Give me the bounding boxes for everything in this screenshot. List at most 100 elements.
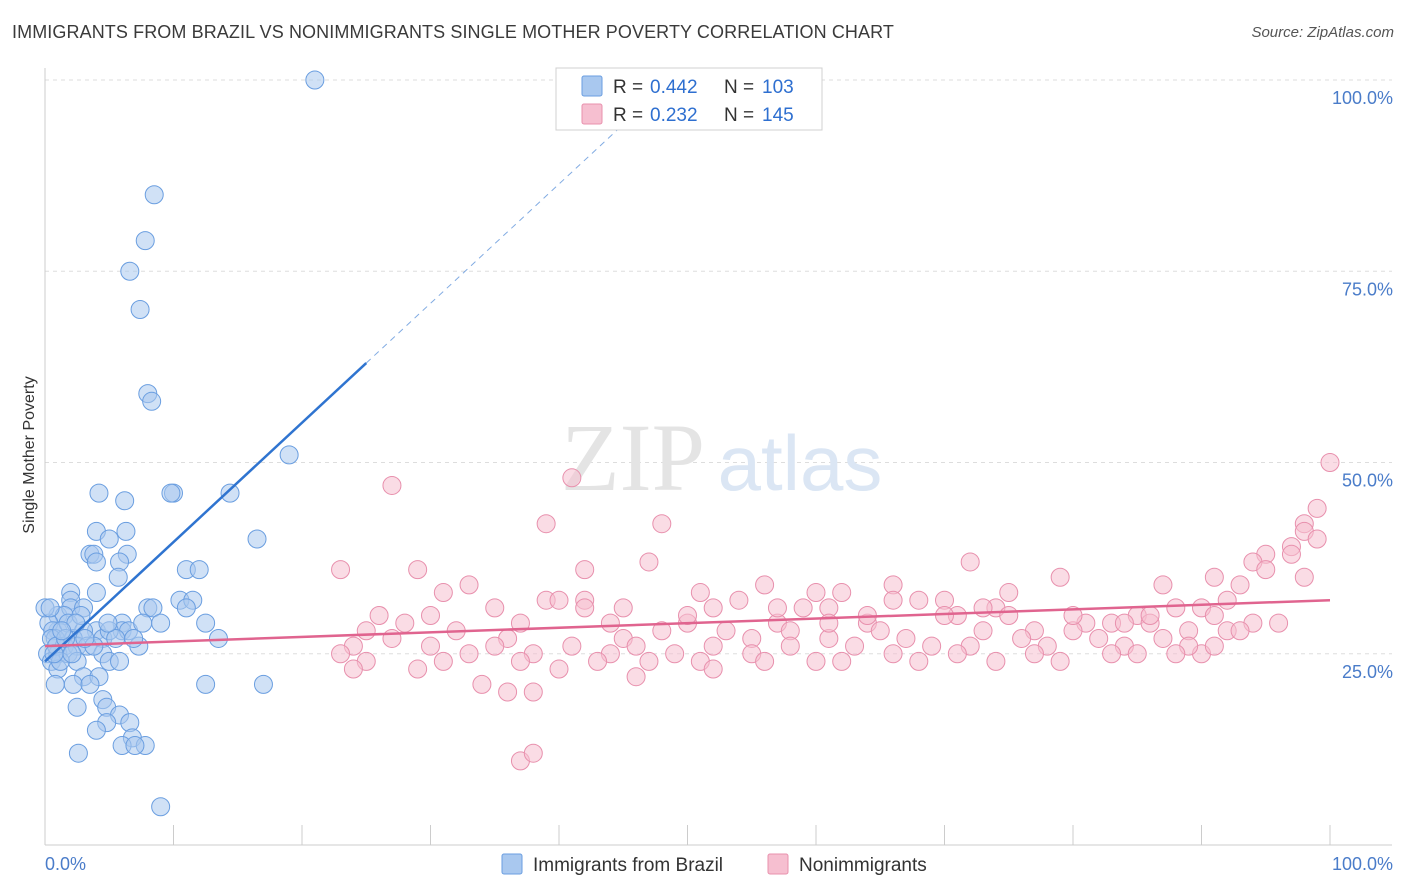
point-nonimmigrants bbox=[767, 598, 787, 618]
point-nonimmigrants bbox=[408, 659, 428, 679]
y-tick-label: 75.0% bbox=[1342, 279, 1393, 299]
point-nonimmigrants bbox=[1204, 606, 1224, 625]
point-nonimmigrants bbox=[909, 651, 929, 671]
tick-labels: 25.0% 50.0% 75.0% 100.0% 0.0% 100.0% bbox=[45, 88, 1393, 874]
point-brazil bbox=[86, 583, 106, 603]
point-nonimmigrants bbox=[935, 606, 954, 625]
point-nonimmigrants bbox=[1166, 644, 1186, 664]
point-brazil bbox=[116, 521, 136, 541]
trend-line-brazil-extension bbox=[365, 112, 637, 364]
point-nonimmigrants bbox=[1050, 567, 1070, 587]
point-nonimmigrants bbox=[973, 598, 993, 618]
point-nonimmigrants bbox=[1089, 628, 1109, 648]
point-nonimmigrants bbox=[626, 667, 646, 687]
point-brazil bbox=[144, 185, 164, 205]
point-brazil bbox=[253, 674, 273, 694]
point-brazil bbox=[133, 613, 153, 633]
point-nonimmigrants bbox=[639, 651, 659, 671]
point-nonimmigrants bbox=[1307, 529, 1327, 549]
point-brazil bbox=[86, 552, 106, 572]
point-nonimmigrants bbox=[806, 651, 826, 671]
trend-line-brazil bbox=[44, 362, 368, 663]
point-brazil bbox=[196, 674, 216, 694]
point-nonimmigrants bbox=[1307, 498, 1327, 518]
point-nonimmigrants bbox=[703, 659, 723, 679]
point-nonimmigrants bbox=[433, 651, 453, 671]
legend-r-value-nonimmigrants: 0.232 bbox=[650, 105, 698, 126]
point-brazil bbox=[151, 797, 171, 817]
point-nonimmigrants bbox=[331, 644, 351, 664]
point-brazil bbox=[161, 483, 181, 503]
point-nonimmigrants bbox=[793, 598, 813, 618]
point-nonimmigrants bbox=[485, 598, 505, 618]
series-brazil-points bbox=[35, 70, 325, 817]
point-nonimmigrants bbox=[678, 606, 697, 625]
point-nonimmigrants bbox=[1217, 590, 1237, 610]
point-nonimmigrants bbox=[690, 583, 710, 603]
point-brazil bbox=[45, 674, 65, 694]
point-nonimmigrants bbox=[1012, 628, 1032, 648]
point-brazil bbox=[279, 445, 299, 465]
point-nonimmigrants bbox=[652, 514, 672, 534]
point-nonimmigrants bbox=[1102, 644, 1122, 664]
point-nonimmigrants bbox=[510, 651, 530, 671]
point-nonimmigrants bbox=[1230, 621, 1250, 641]
grid bbox=[45, 79, 1392, 655]
legend-n-label-nonimmigrants: N = bbox=[724, 105, 754, 126]
point-nonimmigrants bbox=[421, 606, 440, 625]
y-tick-label: 50.0% bbox=[1342, 471, 1393, 491]
point-nonimmigrants bbox=[1320, 453, 1340, 472]
point-brazil bbox=[63, 674, 83, 694]
point-brazil bbox=[196, 613, 216, 633]
watermark-atlas: atlas bbox=[718, 419, 883, 507]
x-tick-label: 100.0% bbox=[1332, 854, 1393, 874]
point-nonimmigrants bbox=[1269, 613, 1289, 633]
point-nonimmigrants bbox=[549, 590, 569, 610]
point-nonimmigrants bbox=[1140, 606, 1160, 625]
point-nonimmigrants bbox=[562, 636, 582, 656]
point-nonimmigrants bbox=[1256, 560, 1276, 580]
point-nonimmigrants bbox=[986, 651, 1006, 671]
point-nonimmigrants bbox=[999, 583, 1019, 603]
trend-lines bbox=[44, 112, 1331, 663]
point-nonimmigrants bbox=[498, 682, 518, 702]
point-nonimmigrants bbox=[1204, 636, 1224, 656]
point-nonimmigrants bbox=[523, 743, 543, 763]
point-nonimmigrants bbox=[331, 560, 351, 580]
point-nonimmigrants bbox=[652, 621, 672, 641]
legend-swatch-nonimmigrants bbox=[581, 103, 603, 125]
legend-n-value-brazil: 103 bbox=[762, 77, 794, 98]
point-brazil bbox=[68, 743, 88, 763]
point-nonimmigrants bbox=[960, 552, 980, 572]
y-tick-label: 25.0% bbox=[1342, 662, 1393, 682]
point-nonimmigrants bbox=[999, 606, 1019, 625]
point-nonimmigrants bbox=[510, 613, 530, 633]
point-nonimmigrants bbox=[523, 682, 543, 702]
point-brazil bbox=[115, 491, 135, 511]
point-nonimmigrants bbox=[896, 628, 916, 648]
point-nonimmigrants bbox=[1166, 598, 1186, 618]
point-brazil bbox=[80, 674, 100, 694]
point-brazil bbox=[75, 628, 95, 648]
point-nonimmigrants bbox=[485, 636, 505, 656]
point-brazil bbox=[98, 613, 118, 633]
y-axis-label: Single Mother Poverty bbox=[21, 376, 38, 533]
point-nonimmigrants bbox=[626, 636, 646, 656]
point-brazil bbox=[130, 300, 150, 319]
bottom-legend-swatch-nonimmigrants bbox=[767, 853, 789, 875]
bottom-legend-swatch-brazil bbox=[501, 853, 523, 875]
point-brazil bbox=[120, 261, 140, 281]
point-brazil bbox=[151, 613, 171, 633]
point-brazil bbox=[189, 560, 209, 580]
trend-line-nonimmigrants bbox=[44, 598, 1331, 648]
point-nonimmigrants bbox=[1230, 575, 1250, 595]
point-nonimmigrants bbox=[703, 598, 723, 618]
series-nonimmigrants-points bbox=[331, 453, 1340, 771]
point-brazil bbox=[305, 70, 325, 90]
point-nonimmigrants bbox=[729, 590, 749, 610]
point-nonimmigrants bbox=[382, 475, 402, 495]
point-nonimmigrants bbox=[613, 598, 633, 618]
point-nonimmigrants bbox=[716, 621, 736, 641]
watermark-zip: ZIP bbox=[561, 404, 705, 511]
legend-n-value-nonimmigrants: 145 bbox=[762, 105, 794, 126]
